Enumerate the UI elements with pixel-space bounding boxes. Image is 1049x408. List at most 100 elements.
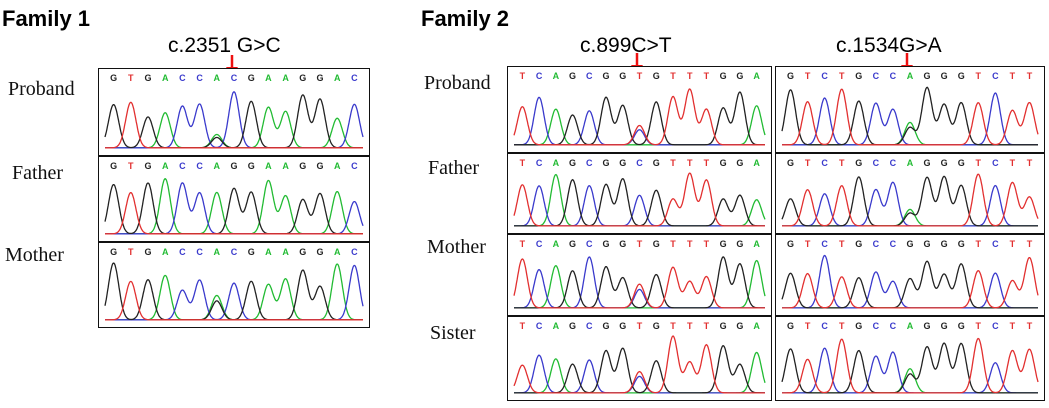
base-call: G <box>924 158 931 168</box>
base-call: C <box>351 247 358 257</box>
base-call: T <box>1010 158 1016 168</box>
base-call: A <box>907 158 914 168</box>
trace-T <box>105 280 363 321</box>
base-call: G <box>941 71 948 81</box>
base-call: G <box>619 71 626 81</box>
base-call: T <box>704 71 710 81</box>
trace-T <box>782 337 1039 394</box>
base-call: G <box>230 161 237 171</box>
trace-T <box>782 88 1039 146</box>
base-call: C <box>231 73 238 83</box>
base-call: A <box>907 321 914 331</box>
base-call: T <box>839 239 845 249</box>
base-call: G <box>248 161 255 171</box>
base-call: G <box>855 71 862 81</box>
base-call: G <box>653 158 660 168</box>
trace-T <box>782 173 1039 227</box>
base-call: T <box>704 239 710 249</box>
base-call: G <box>736 239 743 249</box>
base-call: C <box>821 321 828 331</box>
base-call: C <box>873 71 880 81</box>
trace-T <box>513 172 765 227</box>
base-call: G <box>787 321 794 331</box>
family-1-member-proband-label: Proband <box>8 78 75 100</box>
base-call: T <box>839 321 845 331</box>
base-call: T <box>1010 321 1016 331</box>
base-call: A <box>282 73 289 83</box>
base-call: C <box>231 247 238 257</box>
base-call: C <box>536 239 543 249</box>
base-call: A <box>334 73 341 83</box>
base-call: C <box>992 71 999 81</box>
base-call: G <box>248 247 255 257</box>
base-call: G <box>855 321 862 331</box>
base-call: G <box>924 239 931 249</box>
family-2-member-mother-label: Mother <box>427 236 486 258</box>
base-call: A <box>265 161 272 171</box>
base-call: G <box>299 247 306 257</box>
base-call: G <box>736 158 743 168</box>
base-call: T <box>670 71 676 81</box>
base-call: A <box>334 161 341 171</box>
base-call: G <box>855 239 862 249</box>
family-2-mutation-1-label: c.899C>T <box>580 34 672 57</box>
base-call: C <box>196 161 203 171</box>
trace-G <box>514 256 765 309</box>
base-call: T <box>520 239 526 249</box>
base-call: C <box>536 321 543 331</box>
base-call: G <box>787 71 794 81</box>
base-call: C <box>586 158 593 168</box>
base-call: G <box>603 158 610 168</box>
trace-C <box>782 254 1038 309</box>
trace-G <box>104 182 363 235</box>
base-call: C <box>821 71 828 81</box>
base-call: G <box>736 71 743 81</box>
base-call: T <box>704 158 710 168</box>
base-call: T <box>1027 71 1033 81</box>
base-call: T <box>1027 239 1033 249</box>
base-call: A <box>907 71 914 81</box>
base-call: G <box>619 321 626 331</box>
base-call: T <box>976 239 982 249</box>
base-call: T <box>637 239 643 249</box>
base-call: C <box>873 239 880 249</box>
trace-T <box>513 258 765 309</box>
trace-C <box>782 92 1038 146</box>
base-call: A <box>162 247 169 257</box>
base-call: T <box>637 321 643 331</box>
base-call: C <box>890 71 897 81</box>
base-call: A <box>753 158 760 168</box>
base-call: T <box>520 158 526 168</box>
family-1-title: Family 1 <box>2 6 91 31</box>
trace-A <box>514 173 766 227</box>
trace-C <box>782 347 1038 394</box>
base-call: C <box>992 321 999 331</box>
base-call: T <box>1027 321 1033 331</box>
base-call: G <box>569 71 576 81</box>
base-call: C <box>586 239 593 249</box>
base-call: T <box>687 158 693 168</box>
base-call: T <box>128 247 134 257</box>
base-call: C <box>586 321 593 331</box>
base-call: C <box>196 247 203 257</box>
base-call: G <box>619 158 626 168</box>
base-call: T <box>839 158 845 168</box>
family-2-title: Family 2 <box>421 6 510 31</box>
base-call: G <box>603 239 610 249</box>
base-call: G <box>855 158 862 168</box>
base-call: G <box>720 158 727 168</box>
trace-G <box>104 262 363 321</box>
family-1-mutation-label: c.2351 G>C <box>168 34 281 57</box>
